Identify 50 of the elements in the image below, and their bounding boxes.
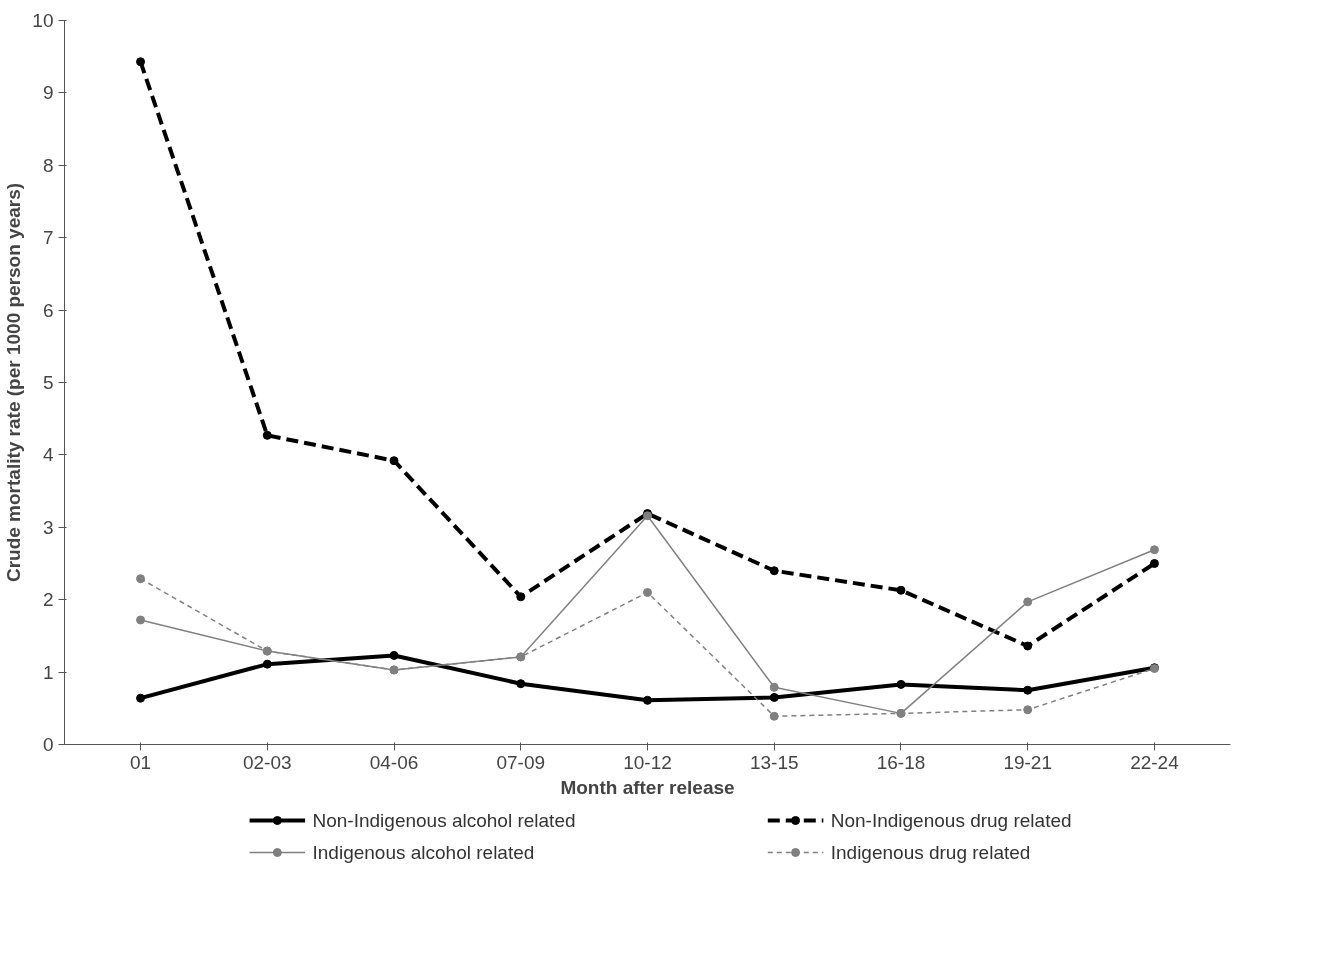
y-tick-label: 2 [42, 589, 54, 611]
y-tick-label: 3 [42, 516, 54, 538]
point [389, 650, 399, 660]
y-tick-label: 5 [42, 372, 54, 393]
x-tick-label: 10-12 [623, 751, 672, 773]
point [389, 456, 399, 466]
y-tick-label: 1 [42, 661, 54, 683]
point [769, 566, 779, 576]
x-tick-label: 13-15 [749, 751, 799, 773]
point [896, 585, 906, 595]
point [136, 693, 146, 703]
point [1023, 641, 1033, 651]
point [262, 430, 272, 440]
y-tick-label: 8 [42, 154, 54, 176]
point [136, 615, 146, 625]
point [896, 679, 906, 689]
y-tick-label: 9 [42, 82, 54, 104]
point [1149, 559, 1159, 568]
y-tick-label: 7 [42, 227, 54, 249]
x-axis-title: Month after release [560, 776, 735, 798]
point [1023, 705, 1033, 715]
point [136, 574, 146, 584]
legend-label: Non-Indigenous drug related [830, 810, 1072, 831]
point [769, 692, 779, 702]
x-tick-label: 04-06 [369, 751, 419, 773]
x-tick-label: 01 [129, 751, 152, 773]
y-tick-label: 0 [42, 734, 54, 755]
legend-label: Indigenous drug related [830, 842, 1031, 863]
x-tick-label: 16-18 [876, 751, 926, 773]
point [1149, 545, 1159, 555]
point [1023, 685, 1033, 695]
point [1023, 597, 1033, 607]
x-tick-label: 02-03 [242, 751, 292, 773]
point [262, 659, 272, 669]
point [136, 57, 146, 67]
x-tick-label: 22-24 [1130, 751, 1180, 773]
point [516, 679, 526, 689]
point [516, 592, 526, 602]
y-tick-label: 4 [42, 444, 54, 466]
x-tick-label: 19-21 [1003, 751, 1053, 773]
legend-label: Non-Indigenous alcohol related [312, 810, 576, 831]
point [643, 587, 652, 597]
legend-label: Indigenous alcohol related [312, 842, 535, 863]
y-axis-title: Crude mortality rate (per 1000 person years) [3, 182, 25, 583]
point [769, 711, 779, 721]
point [769, 682, 779, 692]
y-tick-label: 6 [42, 299, 54, 321]
point [643, 695, 652, 705]
y-tick-label: 10 [32, 10, 54, 31]
x-tick-label: 07-09 [496, 751, 546, 773]
